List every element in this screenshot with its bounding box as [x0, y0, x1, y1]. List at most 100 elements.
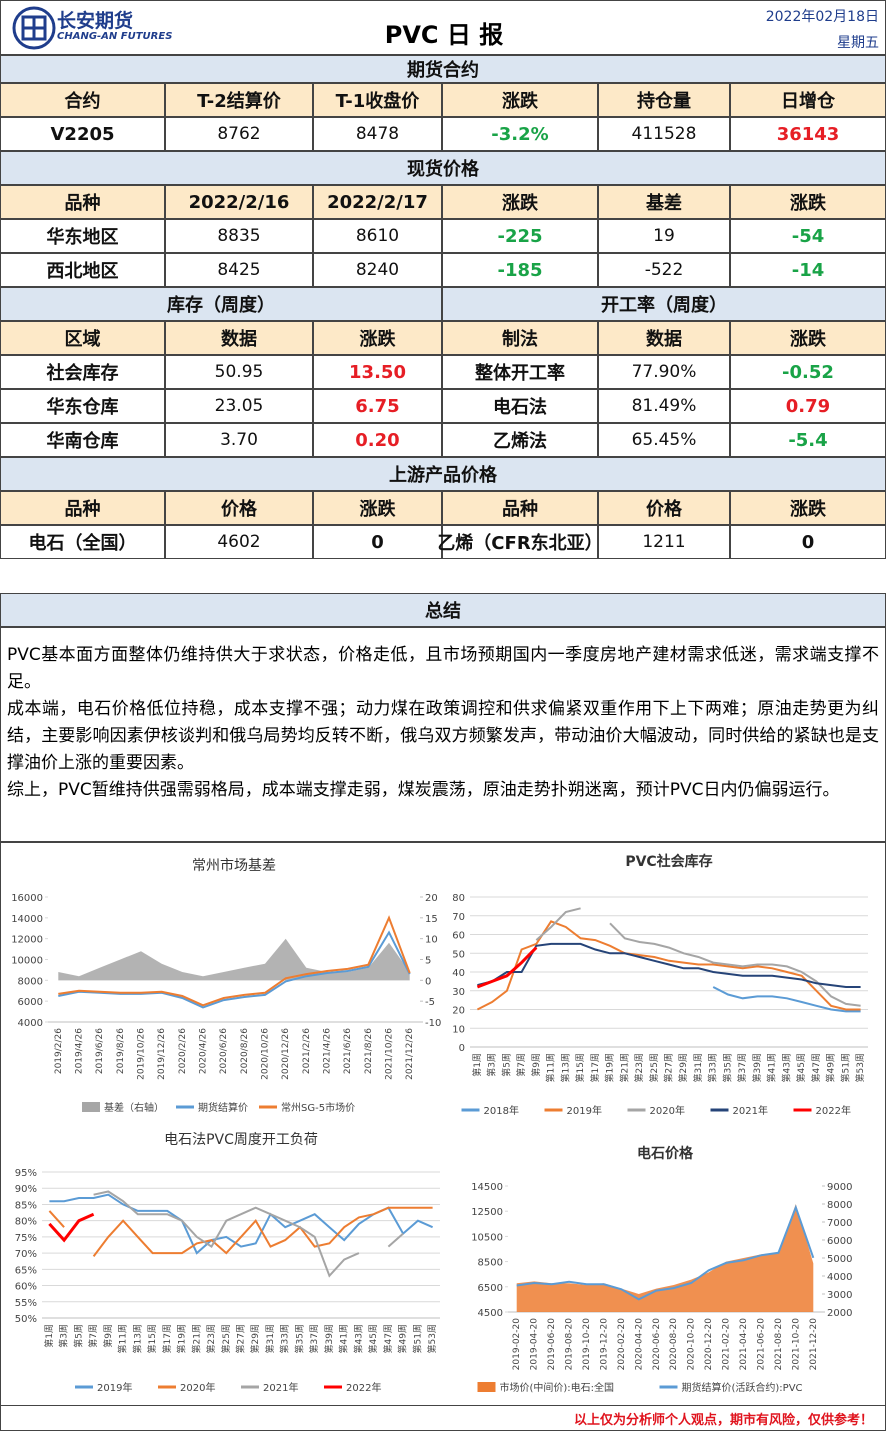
x-tick-label: 2020-02-20 — [617, 1318, 627, 1371]
logo — [12, 6, 56, 50]
x-tick-label: 第19周 — [176, 1324, 188, 1353]
column-header: 涨跌 — [730, 321, 886, 355]
x-tick-label: 第53周 — [854, 1053, 866, 1082]
x-tick-label: 2021/4/26 — [323, 1028, 333, 1074]
y2-tick-label: 9000 — [827, 1182, 852, 1193]
x-tick-label: 第1周 — [43, 1324, 55, 1348]
x-tick-label: 第51周 — [411, 1324, 423, 1353]
x-tick-label: 第37周 — [736, 1053, 748, 1082]
x-tick-label: 第35周 — [721, 1053, 733, 1082]
y-tick-label: 80 — [452, 893, 465, 904]
legend-label: 2021年 — [263, 1381, 298, 1394]
y-tick-label: 10000 — [11, 956, 43, 967]
y-tick-label: 85% — [15, 1200, 37, 1211]
x-tick-label: 第31周 — [264, 1324, 276, 1353]
x-tick-label: 第53周 — [426, 1324, 438, 1353]
x-tick-label: 第35周 — [293, 1324, 305, 1353]
legend-label: 2019年 — [97, 1381, 132, 1394]
chart-title: PVC社会库存 — [625, 853, 712, 870]
table-cell: 8425 — [165, 253, 313, 287]
y-tick-label: 4000 — [18, 1018, 43, 1029]
column-header: 涨跌 — [730, 185, 886, 219]
x-tick-label: 第1周 — [471, 1053, 483, 1077]
x-tick-label: 第21周 — [190, 1324, 202, 1353]
x-tick-label: 2021-08-20 — [774, 1318, 784, 1371]
section-title: 开工率（周度） — [442, 287, 886, 321]
legend-label: 2022年 — [816, 1104, 851, 1117]
x-tick-label: 2019/12/26 — [157, 1028, 167, 1080]
legend-label: 期货结算价(活跃合约):PVC — [682, 1381, 803, 1394]
x-tick-label: 第23周 — [205, 1324, 217, 1353]
table-cell: 8762 — [165, 117, 313, 151]
column-header: 涨跌 — [313, 321, 442, 355]
table-cell: 411528 — [598, 117, 730, 151]
x-tick-label: 第13周 — [559, 1053, 571, 1082]
column-header: 日增仓 — [730, 83, 886, 117]
table-cell: 0 — [730, 525, 886, 559]
x-tick-label: 第49周 — [397, 1324, 409, 1353]
table-cell: 8478 — [313, 117, 442, 151]
section-title: 期货合约 — [0, 55, 886, 83]
x-tick-label: 2021-02-20 — [722, 1318, 732, 1371]
x-tick-label: 2020-06-20 — [652, 1318, 662, 1371]
x-tick-label: 2020-12-20 — [704, 1318, 714, 1371]
y2-tick-label: -10 — [425, 1018, 441, 1029]
table-cell: 电石法 — [442, 389, 598, 423]
legend-label: 常州SG-5市场价 — [281, 1101, 355, 1114]
legend-label: 2018年 — [484, 1104, 519, 1117]
y-tick-label: 6000 — [18, 997, 43, 1008]
table-cell: 8610 — [313, 219, 442, 253]
y-tick-label: 30 — [452, 987, 465, 998]
report-title: PVC 日 报 — [384, 21, 504, 49]
report-header: 长安期货 CHANG-AN FUTURES PVC 日 报 2022年02月18… — [0, 0, 886, 55]
report-date: 2022年02月18日 — [765, 9, 879, 25]
column-header: 品种 — [442, 491, 598, 525]
table-cell: 19 — [598, 219, 730, 253]
y2-tick-label: 8000 — [827, 1200, 852, 1211]
line — [477, 942, 861, 988]
charts: 常州市场基差40006000800010000120001400016000-1… — [0, 842, 886, 1405]
table-cell: -54 — [730, 219, 886, 253]
column-header: 涨跌 — [730, 491, 886, 525]
chart-title: 电石价格 — [637, 1145, 694, 1162]
y2-tick-label: 7000 — [827, 1218, 852, 1229]
table-cell: 0.79 — [730, 389, 886, 423]
x-tick-label: 第5周 — [72, 1324, 84, 1348]
x-tick-label: 第5周 — [500, 1053, 512, 1077]
summary-paragraph: 综上，PVC暂维持供强需弱格局，成本端支撑走弱，煤炭震荡，原油走势扑朔迷离，预计… — [7, 780, 840, 800]
table-cell: 36143 — [730, 117, 886, 151]
x-tick-label: 第47周 — [810, 1053, 822, 1082]
table-cell: 电石（全国） — [0, 525, 165, 559]
line — [476, 946, 538, 989]
y2-tick-label: 20 — [425, 893, 438, 904]
y-tick-label: 6500 — [478, 1283, 503, 1294]
x-tick-label: 第7周 — [515, 1053, 527, 1077]
x-tick-label: 第11周 — [117, 1324, 129, 1353]
table-cell: -5.4 — [730, 423, 886, 457]
x-tick-label: 2019/6/26 — [95, 1028, 105, 1074]
column-header: 涨跌 — [442, 185, 598, 219]
x-tick-label: 2020/4/26 — [199, 1028, 209, 1074]
y2-tick-label: 10 — [425, 935, 438, 946]
chart-title: 电石法PVC周度开工负荷 — [164, 1132, 318, 1148]
table-cell: -225 — [442, 219, 598, 253]
table-cell: 社会库存 — [0, 355, 165, 389]
x-tick-label: 第27周 — [235, 1324, 247, 1353]
column-header: 合约 — [0, 83, 165, 117]
x-tick-label: 第7周 — [87, 1324, 99, 1348]
column-header: 2022/2/16 — [165, 185, 313, 219]
table-cell: 华南仓库 — [0, 423, 165, 457]
x-tick-label: 第9周 — [102, 1324, 114, 1348]
chart-title: 常州市场基差 — [192, 857, 276, 874]
column-header: 持仓量 — [598, 83, 730, 117]
table-cell: -0.52 — [730, 355, 886, 389]
line — [387, 1232, 404, 1248]
y-tick-label: 8000 — [18, 976, 43, 987]
column-header: 数据 — [598, 321, 730, 355]
y-tick-label: 4500 — [478, 1308, 503, 1319]
table-cell: -185 — [442, 253, 598, 287]
x-tick-label: 2021/10/26 — [385, 1028, 395, 1080]
y-tick-label: 60% — [15, 1282, 37, 1293]
x-tick-label: 2020/6/26 — [219, 1028, 229, 1074]
section-title: 库存（周度） — [0, 287, 442, 321]
